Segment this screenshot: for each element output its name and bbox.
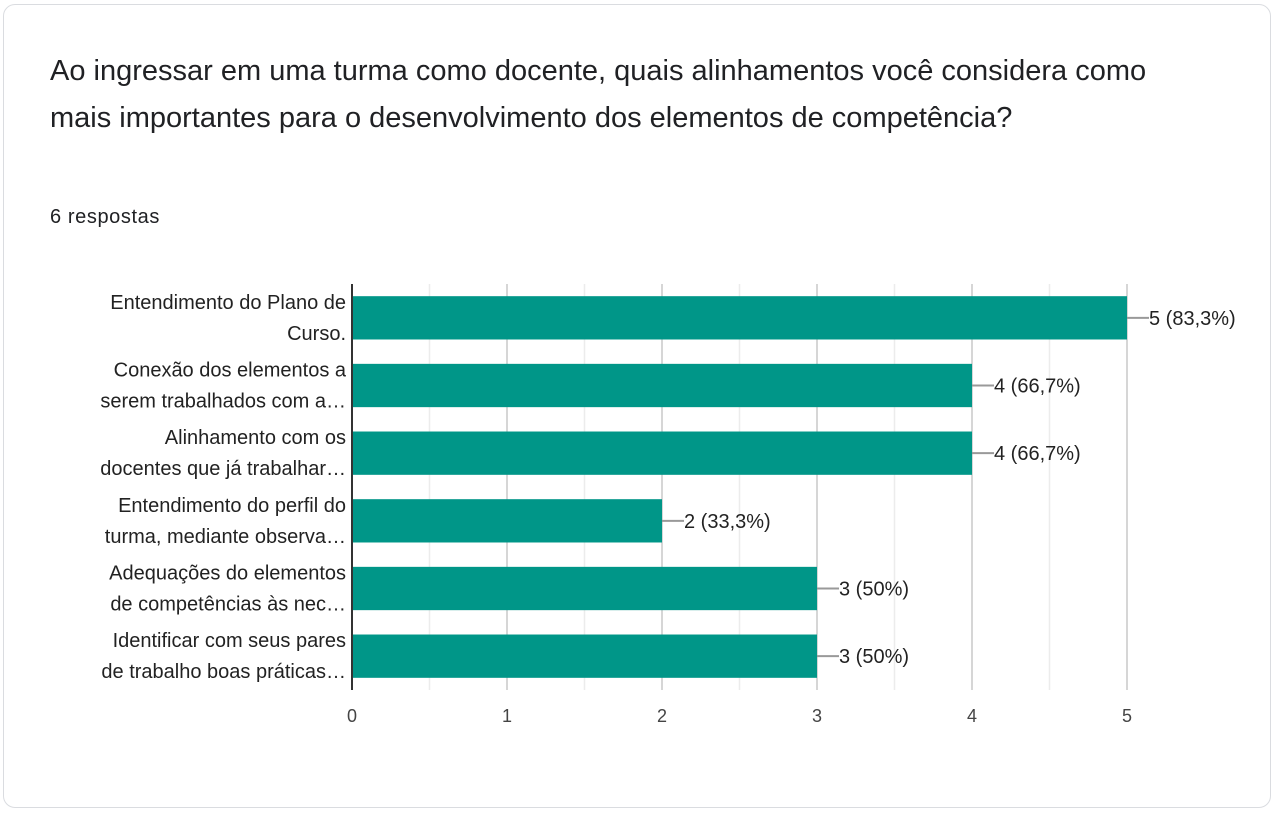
question-title: Ao ingressar em uma turma como docente, … [50,55,1147,134]
bar [352,431,972,475]
category-label: Entendimento do perfil do [118,495,346,517]
bar [352,566,817,611]
bar [352,296,1127,340]
data-label: 4 (66,7%) [994,443,1081,465]
data-label: 3 (50%) [839,646,909,668]
category-label: Conexão dos elementos a [114,360,347,382]
category-label: Alinhamento com os [165,427,346,449]
x-tick-label: 3 [812,706,822,726]
category-label: Curso. [287,323,346,345]
x-tick-label: 4 [967,706,977,726]
category-label: serem trabalhados com a… [100,391,346,413]
category-label: Adequações do elementos [109,563,346,585]
response-count: 6 respostas [50,206,160,228]
data-label: 2 (33,3%) [684,511,771,533]
x-tick-label: 2 [657,706,667,726]
x-tick-label: 5 [1122,706,1132,726]
category-label: Entendimento do Plano de [110,292,346,314]
category-label: de trabalho boas práticas… [101,661,346,683]
data-label: 4 (66,7%) [994,376,1081,398]
x-tick-label: 1 [502,706,512,726]
bar [352,363,972,408]
x-tick-label: 0 [347,706,357,726]
category-label: turma, mediante observa… [105,526,346,548]
data-label: 5 (83,3%) [1149,308,1236,330]
data-label: 3 (50%) [839,579,909,601]
category-label: de competências às nec… [110,594,346,616]
bar [352,499,662,543]
category-label: Identificar com seus pares [113,630,346,652]
category-label: docentes que já trabalhar… [100,458,346,480]
bar [352,634,817,678]
